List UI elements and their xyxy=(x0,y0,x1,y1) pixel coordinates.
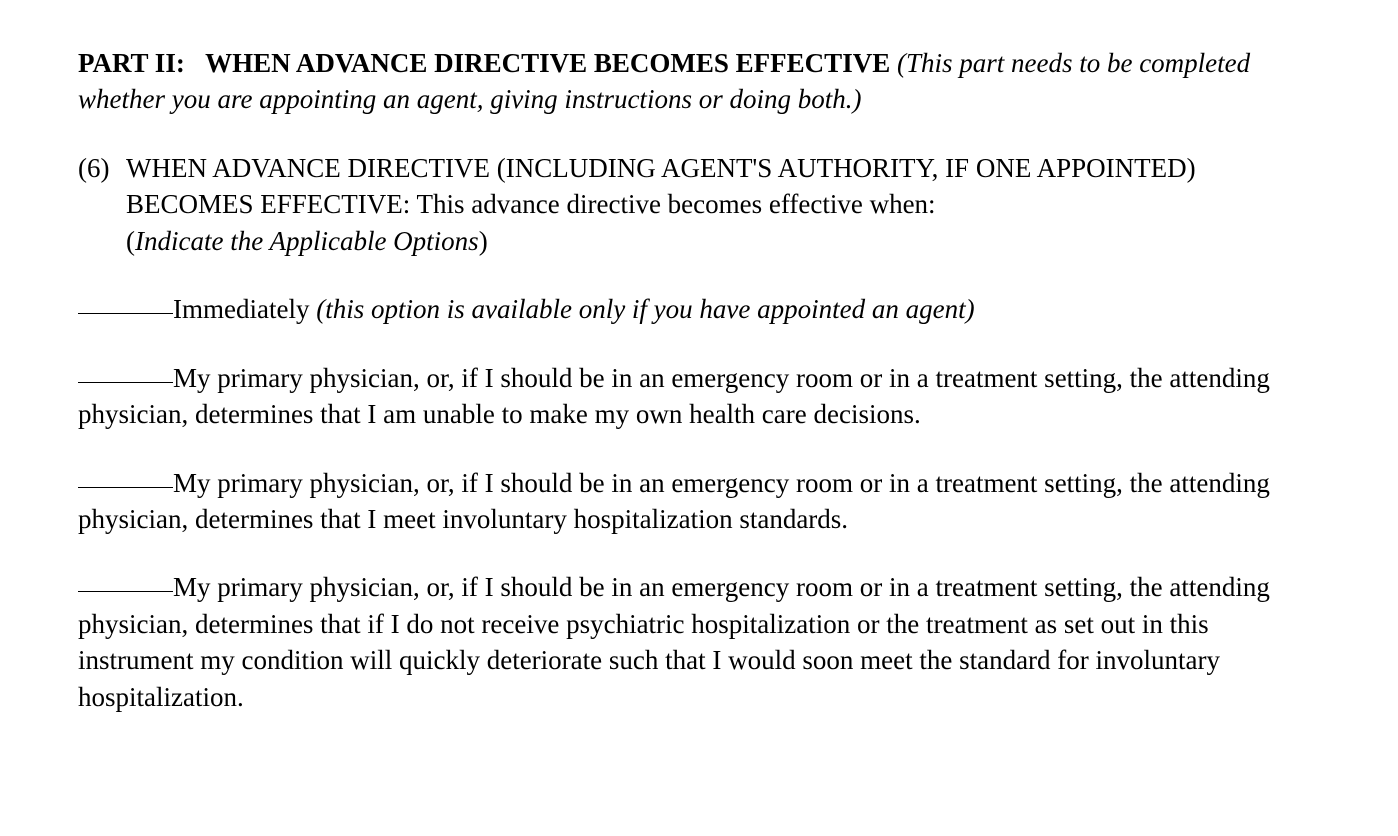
option-1-label: Immediately xyxy=(173,294,316,324)
part-header: PART II: WHEN ADVANCE DIRECTIVE BECOMES … xyxy=(78,45,1320,118)
instruction-open: ( xyxy=(126,226,135,256)
option-involuntary-standards: My primary physician, or, if I should be… xyxy=(78,465,1320,538)
instruction-text: Indicate the Applicable Options xyxy=(135,226,479,256)
option-blank-2[interactable] xyxy=(78,382,173,383)
option-3-text: My primary physician, or, if I should be… xyxy=(78,468,1270,534)
option-4-text: My primary physician, or, if I should be… xyxy=(78,572,1270,711)
instruction-close: ) xyxy=(479,226,488,256)
option-immediately: Immediately (this option is available on… xyxy=(78,291,1320,327)
part-label: PART II: xyxy=(78,48,185,78)
section-number: (6) xyxy=(78,150,126,186)
section-6: (6)WHEN ADVANCE DIRECTIVE (INCLUDING AGE… xyxy=(78,150,1320,259)
option-2-text: My primary physician, or, if I should be… xyxy=(78,363,1270,429)
option-blank-3[interactable] xyxy=(78,487,173,488)
option-1-note: (this option is available only if you ha… xyxy=(316,294,974,324)
section-body: WHEN ADVANCE DIRECTIVE (INCLUDING AGENT'… xyxy=(126,150,1316,259)
part-title: WHEN ADVANCE DIRECTIVE BECOMES EFFECTIVE xyxy=(192,48,891,78)
section-lead-in: This advance directive becomes effective… xyxy=(410,189,935,219)
option-blank-4[interactable] xyxy=(78,591,173,592)
option-blank-1[interactable] xyxy=(78,313,173,314)
option-unable-decisions: My primary physician, or, if I should be… xyxy=(78,360,1320,433)
option-deteriorate: My primary physician, or, if I should be… xyxy=(78,569,1320,715)
